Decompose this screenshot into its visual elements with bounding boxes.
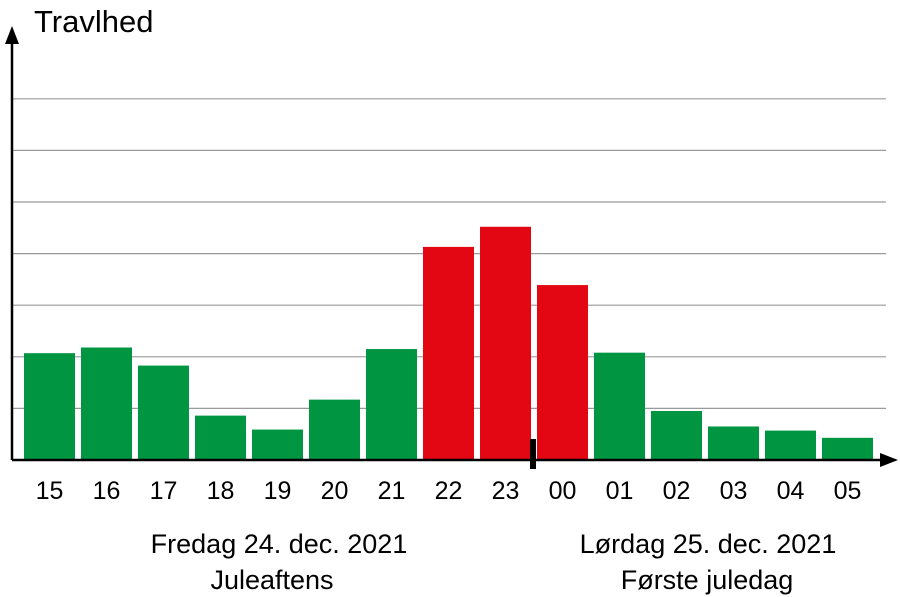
bar-23 bbox=[480, 226, 531, 460]
bar-18 bbox=[195, 415, 246, 460]
day-label-date-2: Lørdag 25. dec. 2021 bbox=[580, 529, 837, 559]
y-axis-label: Travlhed bbox=[34, 4, 153, 39]
x-tick-label-00: 00 bbox=[549, 477, 577, 505]
x-tick-label-18: 18 bbox=[207, 477, 235, 505]
bar-05 bbox=[822, 437, 873, 460]
x-tick-label-17: 17 bbox=[150, 477, 178, 505]
x-tick-label-16: 16 bbox=[93, 477, 121, 505]
day-label-name-1: Juleaftens bbox=[210, 565, 333, 595]
bar-22 bbox=[423, 246, 474, 460]
bar-01 bbox=[594, 352, 645, 460]
bar-03 bbox=[708, 426, 759, 460]
x-tick-label-21: 21 bbox=[378, 477, 406, 505]
midnight-marker bbox=[530, 439, 536, 469]
x-tick-label-01: 01 bbox=[606, 477, 634, 505]
x-axis-arrow-icon bbox=[880, 453, 898, 467]
bar-20 bbox=[309, 399, 360, 460]
y-axis-arrow-icon bbox=[5, 26, 19, 44]
bars bbox=[24, 226, 873, 460]
bar-21 bbox=[366, 349, 417, 460]
x-tick-labels: 15 16 17 18 19 20 21 22 23 00 01 02 03 04 05 bbox=[36, 477, 862, 505]
x-tick-label-15: 15 bbox=[36, 477, 64, 505]
x-tick-label-04: 04 bbox=[777, 477, 805, 505]
x-tick-label-05: 05 bbox=[834, 477, 862, 505]
x-tick-label-02: 02 bbox=[663, 477, 691, 505]
x-tick-label-03: 03 bbox=[720, 477, 748, 505]
day-label-name-2: Første juledag bbox=[621, 565, 794, 595]
bar-04 bbox=[765, 430, 816, 460]
bar-19 bbox=[252, 429, 303, 460]
bar-17 bbox=[138, 365, 189, 460]
x-tick-label-22: 22 bbox=[435, 477, 463, 505]
day-label-date-1: Fredag 24. dec. 2021 bbox=[151, 529, 408, 559]
bar-16 bbox=[81, 347, 132, 460]
x-tick-label-23: 23 bbox=[492, 477, 520, 505]
bar-15 bbox=[24, 353, 75, 460]
x-tick-label-19: 19 bbox=[264, 477, 292, 505]
bar-00 bbox=[537, 285, 588, 460]
x-tick-label-20: 20 bbox=[321, 477, 349, 505]
bar-02 bbox=[651, 410, 702, 460]
